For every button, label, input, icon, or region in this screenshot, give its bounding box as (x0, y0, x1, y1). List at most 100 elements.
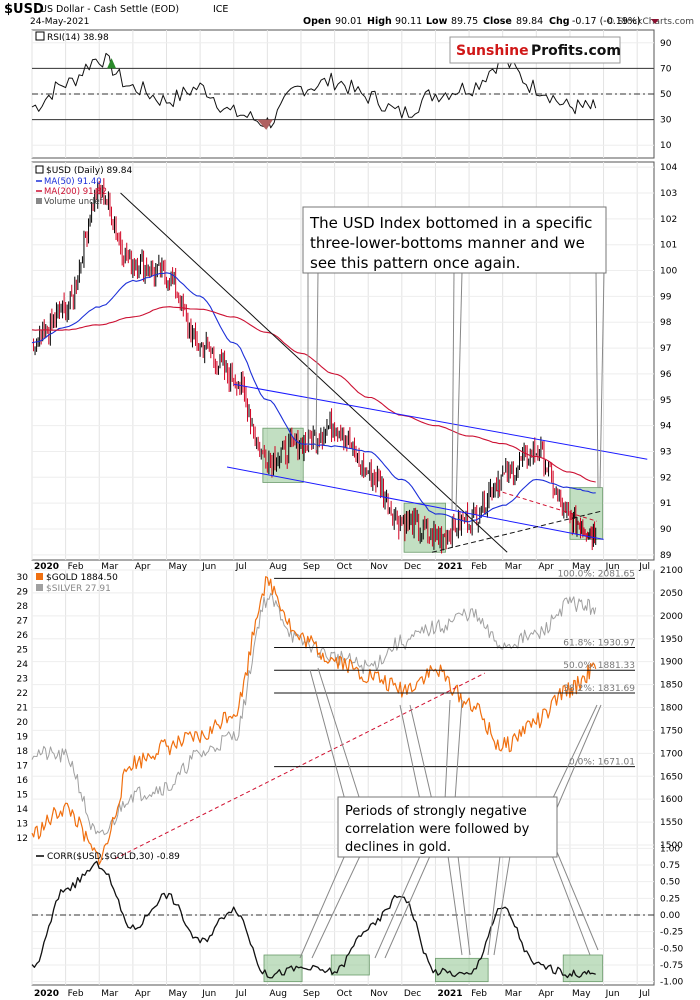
corr-y-tick-label: 0.75 (660, 861, 680, 871)
usd-annotation-box (302, 206, 607, 274)
grid-layer (31, 30, 654, 985)
corr-legend: CORR($USD,$GOLD,30) -0.89 (36, 852, 180, 862)
gold-y-tick-label: 2100 (660, 566, 683, 576)
usd-y-tick-label: 92 (660, 473, 671, 483)
chart-exchange: ICE (213, 4, 228, 15)
silver-y-tick-label: 23 (17, 675, 28, 685)
rsi-y-tick-label: 50 (660, 90, 672, 100)
usd-y-tick-label: 93 (660, 447, 671, 457)
fib-level-label: 0.0%: 1671.01 (569, 758, 635, 768)
watermark: © StockCharts.com (606, 17, 694, 27)
silver-legend-text: $SILVER 27.91 (46, 584, 111, 594)
usd-y-tick-label: 94 (660, 422, 672, 432)
sunshine-profits-logo: Sunshine Profits.com (449, 36, 621, 64)
low-label: Low (426, 16, 448, 27)
gold-line (31, 576, 597, 865)
usd-annotation-line-1: The USD Index bottomed in a specific (309, 214, 592, 232)
usd-annotation-pointers (307, 271, 605, 511)
gold-annotation: Periods of strongly negative correlation… (299, 667, 602, 959)
x-tick-label-upper: 2020 (34, 562, 59, 572)
silver-y-tick-label: 13 (17, 819, 28, 829)
chart-date: 24-May-2021 (30, 17, 89, 27)
x-tick-label-upper: Oct (337, 562, 353, 572)
gold-y-tick-label: 1900 (660, 658, 683, 668)
x-tick-label-upper: Jul (235, 562, 247, 572)
silver-y-tick-label: 30 (17, 573, 29, 583)
corr-y-tick-label: 0.50 (660, 878, 680, 888)
silver-y-tick-label: 25 (17, 646, 28, 656)
x-tick-label-lower: Jul (235, 989, 247, 999)
corr-y-tick-label: -1.00 (660, 978, 684, 988)
corr-y-tick-label: -0.50 (660, 944, 684, 954)
high-value: 90.11 (395, 16, 422, 27)
usd-lower-channel-line (226, 466, 604, 540)
usd-y-tick-label: 102 (660, 215, 677, 225)
x-tick-label-upper: Apr (135, 562, 151, 572)
x-tick-label-upper: Nov (370, 562, 388, 572)
high-label: High (367, 16, 392, 27)
usd-legend-volume: Volume undef (44, 197, 104, 207)
rsi-overbought-fill (107, 58, 117, 69)
usd-legend-ma200: MA(200) 91.82 (44, 187, 107, 197)
fib-level-label: 61.8%: 1930.97 (563, 638, 635, 648)
gold-rising-support-line (114, 672, 485, 860)
close-label: Close (483, 16, 512, 27)
silver-y-tick-label: 12 (17, 834, 28, 844)
corr-line (31, 860, 596, 979)
corr-y-tick-label: 1.00 (660, 844, 680, 854)
x-tick-label-lower: Jul (638, 989, 650, 999)
chg-label: Chg (549, 16, 570, 27)
fib-level-label: 38.2%: 1831.69 (563, 684, 635, 694)
x-tick-label-lower: Apr (135, 989, 151, 999)
x-tick-label-lower: Mar (505, 989, 522, 999)
silver-y-tick-label: 27 (17, 617, 28, 627)
usd-annotation: The USD Index bottomed in a specific thr… (302, 206, 607, 511)
x-tick-label-lower: 2021 (437, 989, 462, 999)
x-tick-label-lower: Mar (101, 989, 118, 999)
corr-legend-text: CORR($USD,$GOLD,30) -0.89 (47, 852, 180, 862)
silver-y-tick-label: 17 (17, 761, 28, 771)
usd-downtrend-line (120, 192, 508, 553)
gold-annotation-line-3: declines in gold. (345, 840, 451, 855)
logo-part-1: Sunshine (456, 43, 529, 59)
silver-y-tick-label: 26 (17, 631, 29, 641)
gold-annotation-line-1: Periods of strongly negative (345, 804, 527, 819)
corr-y-tick-label: 0.00 (660, 911, 680, 921)
usd-y-tick-label: 99 (660, 292, 672, 302)
x-tick-label-lower: Nov (370, 989, 388, 999)
silver-line (31, 592, 597, 836)
silver-y-tick-label: 19 (17, 732, 29, 742)
low-value: 89.75 (451, 16, 478, 27)
usd-y-tick-label: 89 (660, 551, 672, 561)
close-value: 89.84 (516, 16, 543, 27)
open-value: 90.01 (335, 16, 362, 27)
x-tick-label-upper: Jun (201, 562, 216, 572)
gold-y-tick-label: 2050 (660, 589, 683, 599)
open-label: Open (303, 16, 331, 27)
gold-annotation-box (337, 796, 558, 858)
usd-legend: $USD (Daily) 89.84 MA(50) 91.40 MA(200) … (35, 165, 133, 207)
silver-y-tick-label: 21 (17, 704, 28, 714)
x-tick-label-lower: Jun (201, 989, 216, 999)
x-tick-label-lower: Jun (605, 989, 620, 999)
corr-y-tick-label: -0.75 (660, 961, 683, 971)
corr-green-box (330, 954, 370, 976)
x-tick-label-lower: Oct (337, 989, 353, 999)
chg-value: -0.17 (-0.19%) (572, 16, 641, 27)
usd-annotation-line-3: see this pattern once again. (310, 254, 520, 272)
corr-y-tick-label: 0.25 (660, 894, 680, 904)
fib-level-label: 100.0%: 2081.65 (558, 569, 635, 579)
x-tick-label-upper: Sep (303, 562, 320, 572)
usd-y-tick-label: 100 (660, 267, 677, 277)
usd-y-tick-label: 95 (660, 396, 671, 406)
usd-upper-channel-line (233, 383, 648, 460)
rsi-oversold-fill (257, 119, 273, 130)
x-tick-label-upper: May (572, 562, 591, 572)
usd-annotation-line-2: three-lower-bottoms manner and we (310, 234, 585, 252)
gold-y-tick-label: 1750 (660, 726, 683, 736)
x-tick-label-upper: Mar (505, 562, 522, 572)
usd-y-tick-label: 90 (660, 525, 672, 535)
usd-y-tick-label: 101 (660, 241, 677, 251)
silver-y-tick-label: 18 (17, 747, 29, 757)
x-tick-label-lower: May (572, 989, 591, 999)
